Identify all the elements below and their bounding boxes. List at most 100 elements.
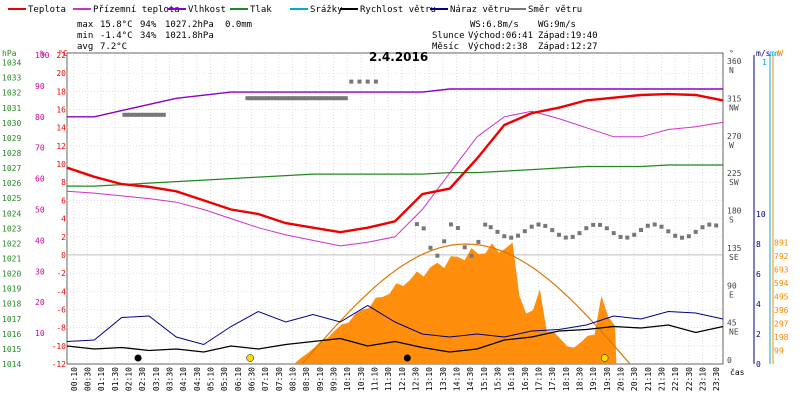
stat-mesic: Měsíc [432,42,459,52]
wind-direction-point [161,112,166,117]
w-tick-label: 792 [774,252,789,261]
x-tick-label: 21:30 [658,367,667,391]
legend-label: Směr větru [528,5,582,15]
dir-tick-label: 180 [727,207,742,216]
c-tick-label: -8 [56,324,66,333]
dir-tick-label: 225 [727,169,742,178]
wind-direction-point [125,112,130,117]
wind-direction-point [155,112,160,117]
ms-tick-label: 4 [756,300,761,309]
stat-rain: 0.0mm [225,20,252,30]
hpa-tick-label: 1030 [2,119,21,128]
grid [67,55,723,364]
c-tick-label: -12 [52,360,67,369]
x-tick-label: 12:10 [398,367,407,391]
wind-direction-point [145,112,150,117]
c-tick-label: 6 [61,196,66,205]
wind-direction-point [265,96,270,101]
wind-direction-point [294,96,299,101]
hpa-tick-label: 1026 [2,179,21,188]
wind-direction-point [469,253,474,258]
x-tick-label: 14:10 [453,367,462,391]
dir-tick-label: 135 [727,244,742,253]
wind-direction-point [301,96,306,101]
wind-direction-point [307,96,312,101]
mm-unit-label: mm [770,49,780,58]
wind-direction-point [577,231,582,236]
x-tick-label: 23:30 [712,367,721,391]
wind-direction-point [314,96,319,101]
axes: hPa1034103310321031103010291028102710261… [2,49,789,391]
hpa-tick-label: 1015 [2,345,21,354]
wind-direction-point [421,226,426,231]
x-tick-label: 10:30 [357,367,366,391]
wind-direction-point [455,226,460,230]
pct-unit-label: % [40,49,45,58]
sunrise-marker [246,354,254,362]
x-tick-label: 11:10 [371,367,380,391]
wind-direction-point [330,96,335,101]
wind-direction-point [529,224,534,229]
x-tick-label: 20:30 [630,367,639,391]
x-tick-label: 03:30 [166,367,175,391]
wind-direction-point [317,96,322,101]
wind-direction-point [151,112,156,117]
wind-direction-point [618,234,623,239]
stat-min-hum: 34% [140,31,157,41]
x-tick-label: 22:30 [685,367,694,391]
hpa-tick-label: 1029 [2,134,21,143]
wind-direction-point [645,223,650,228]
stat-slunce: Slunce [432,31,465,41]
hpa-tick-label: 1032 [2,89,21,98]
hpa-tick-label: 1018 [2,300,21,309]
wind-direction-point [373,79,378,84]
x-tick-label: 02:30 [138,367,147,391]
humidity-line [67,88,723,118]
x-tick-label: 17:10 [535,367,544,391]
ms-unit-label: m/s [756,49,771,58]
wind-direction-point [274,96,279,101]
c-tick-label: -10 [52,342,67,351]
wind-direction-point [666,229,671,234]
w-tick-label: 693 [774,266,789,275]
sunset-marker [600,354,609,362]
wind-direction-point [462,245,467,250]
c-tick-label: 2 [61,233,66,242]
wind-direction-point [563,235,568,240]
wind-direction-point [284,96,289,101]
wind-direction-point [428,245,433,250]
stat-moon-rise: Východ:2:38 [468,42,528,52]
wind-direction-point [476,239,481,244]
wind-direction-point [557,232,561,237]
wind-direction-point [414,222,419,227]
wind-direction-point [550,228,555,233]
deg-unit-label: ° [729,49,734,58]
series-lines [66,88,724,353]
wind-direction-point [291,96,296,101]
pct-tick-label: 60 [35,175,45,184]
wind-direction-points [122,79,719,258]
x-tick-label: 04:10 [179,367,188,391]
dir-compass-label: N [729,66,734,75]
wind-direction-point [591,222,596,227]
ms-tick-label: 6 [756,270,761,279]
ms-tick-label: 2 [756,330,761,339]
ms-tick-label: 8 [756,240,761,249]
legend-label: Srážky [310,5,343,15]
chart-title: 2.4.2016 [369,50,428,64]
wind-direction-point [584,226,589,231]
legend-label: Náraz větru [450,5,510,15]
x-tick-label: 19:30 [603,367,612,391]
x-tick-label: 21:10 [644,367,653,391]
wind-direction-point [311,96,315,101]
hpa-tick-label: 1014 [2,360,21,369]
x-tick-label: 19:10 [589,367,598,391]
wind-direction-point [337,96,342,101]
wind-speed-line [66,324,724,353]
stat-max-temp: 15.8°C [100,20,133,30]
stat-wg: WG:9m/s [538,20,576,30]
dir-compass-label: SW [729,178,739,187]
dir-tick-label: 90 [727,281,737,290]
x-tick-label: 05:10 [207,367,216,391]
wind-direction-point [142,112,147,117]
